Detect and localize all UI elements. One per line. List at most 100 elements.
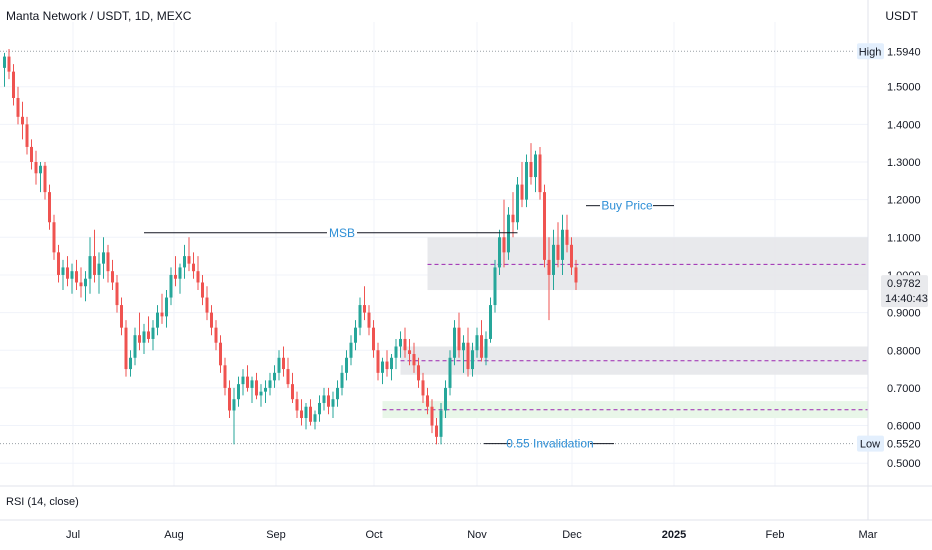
candle-body	[304, 406, 308, 419]
candle-body	[493, 267, 497, 306]
x-tick-label: 2025	[662, 529, 686, 541]
candle-body	[268, 380, 272, 388]
x-tick-label: Aug	[164, 529, 184, 541]
x-tick-label: Feb	[766, 529, 785, 541]
candle-body	[129, 357, 132, 370]
candle-body	[363, 305, 366, 313]
candle-body	[187, 256, 191, 264]
candle-body	[160, 312, 164, 317]
low-tag: Low 0.5520	[857, 435, 921, 452]
candle-body	[561, 229, 564, 260]
candle-body	[21, 116, 24, 125]
candle-body	[273, 372, 276, 381]
candle-body	[282, 357, 285, 370]
candle-body	[453, 327, 456, 358]
annotations: MSB Buy Price 0.55 Invalidation	[144, 199, 674, 451]
candle-body	[417, 365, 420, 381]
x-tick-label: Dec	[562, 529, 582, 541]
candle-body	[475, 335, 479, 351]
x-tick-label: Sep	[266, 529, 286, 541]
candle-body	[543, 192, 546, 260]
y-tick-label: 1.2000	[887, 195, 921, 207]
candle-body	[322, 395, 326, 403]
candle-body	[381, 361, 384, 373]
candle-body	[138, 335, 141, 343]
candle-body	[97, 263, 101, 275]
y-tick-label: 1.1000	[887, 232, 921, 244]
candle-body	[300, 410, 303, 419]
y-tick-label: 0.5000	[887, 458, 921, 470]
candle-body	[57, 252, 60, 275]
candle-body	[462, 342, 465, 351]
candle-body	[3, 56, 6, 68]
candle-body	[61, 267, 65, 275]
candle-body	[309, 406, 312, 422]
candle-body	[39, 165, 42, 174]
candle-body	[291, 384, 294, 400]
candle-body	[111, 271, 114, 283]
y-tick-label: 1.4000	[887, 119, 921, 131]
candle-body	[408, 350, 411, 355]
candle-body	[115, 282, 119, 306]
candle-body	[367, 312, 371, 328]
y-tick-label: 0.6000	[887, 421, 921, 433]
candle-body	[318, 402, 321, 415]
high-tag-label: High	[859, 46, 882, 58]
candle-body	[327, 395, 330, 407]
candle-body	[403, 338, 407, 351]
candle-body	[250, 380, 254, 388]
candle-body	[286, 369, 290, 385]
candle-body	[295, 399, 299, 411]
candle-body	[516, 184, 519, 223]
candle-body	[502, 237, 506, 253]
candle-body	[178, 267, 182, 279]
candle-countdown: 14:40:43	[885, 293, 928, 305]
candle-body	[223, 365, 227, 388]
y-tick-label: 1.3000	[887, 157, 921, 169]
rsi-indicator-label[interactable]: RSI (14, close)	[6, 496, 79, 508]
candle-body	[120, 305, 123, 328]
candle-body	[448, 357, 452, 388]
low-tag-value: 0.5520	[887, 439, 921, 451]
candle-body	[489, 305, 492, 339]
candle-body	[421, 380, 425, 396]
candles	[3, 49, 578, 445]
candle-body	[7, 56, 11, 72]
candle-body	[399, 338, 402, 347]
candle-body	[205, 297, 209, 313]
candle-body	[147, 331, 150, 339]
candle-body	[471, 350, 474, 370]
candle-body	[133, 335, 137, 358]
last-price-badge	[881, 275, 928, 308]
candle-body	[556, 244, 560, 260]
candle-body	[439, 410, 443, 437]
high-tag-value: 1.5940	[887, 46, 921, 58]
candle-body	[183, 256, 186, 268]
candle-body	[142, 331, 146, 343]
candle-body	[196, 271, 200, 283]
candle-body	[237, 384, 240, 400]
candle-body	[210, 312, 213, 328]
candle-body	[30, 146, 33, 162]
invalidation-label: 0.55 Invalidation	[506, 437, 593, 451]
candle-body	[219, 342, 222, 366]
candle-body	[345, 357, 348, 373]
high-tag: High 1.5940	[857, 43, 921, 60]
candle-body	[79, 282, 83, 287]
buy-price-label: Buy Price	[601, 199, 653, 213]
candle-body	[12, 71, 15, 98]
candle-body	[264, 387, 267, 392]
deep-demand-zone	[382, 401, 868, 419]
candle-body	[313, 414, 317, 422]
candle-body	[430, 406, 434, 426]
candle-body	[534, 154, 537, 178]
candle-body	[277, 357, 281, 373]
candle-body	[214, 327, 218, 343]
candle-body	[102, 252, 105, 264]
x-tick-label: Jul	[66, 529, 80, 541]
candle-body	[426, 395, 429, 407]
candle-body	[390, 357, 393, 370]
high-tag-bg	[857, 43, 884, 60]
